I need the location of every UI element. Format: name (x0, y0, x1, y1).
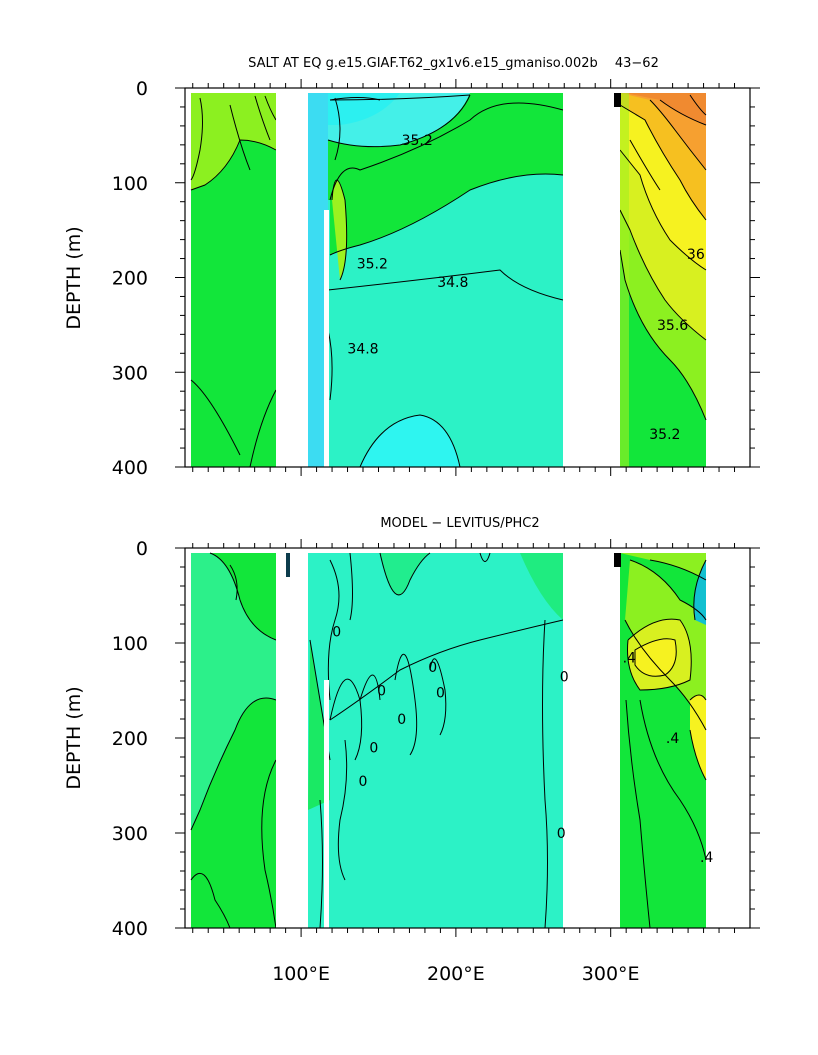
bottom-contour-label: 0 (359, 774, 368, 790)
bottom-contour-label: 0 (557, 826, 566, 842)
top-y-tick-label: 400 (112, 457, 148, 479)
top-contour-label: 35.2 (649, 427, 680, 443)
top-y-tick-label: 300 (112, 362, 148, 384)
top-y-tick-labels: 0 100 200 300 400 (112, 78, 148, 479)
bottom-y-tick-label: 400 (112, 918, 148, 940)
bottom-y-tick-label: 0 (136, 538, 148, 560)
bottom-contour-label: 0 (397, 712, 406, 728)
top-y-tick-label: 0 (136, 78, 148, 100)
bottom-x-tick-labels: 100°E 200°E 300°E (272, 963, 639, 985)
top-y-axis-label: DEPTH (m) (63, 226, 85, 329)
bottom-y-tick-label: 200 (112, 728, 148, 750)
top-contour-labels: 35.2 35.2 34.8 34.8 36 35.6 35.2 (347, 133, 704, 443)
bottom-contour-label: 0 (560, 669, 569, 685)
bottom-x-tick-label: 200°E (427, 963, 485, 985)
bottom-contour-label: 0 (369, 741, 378, 757)
bottom-contour-label: 0 (436, 685, 445, 701)
top-y-tick-label: 100 (112, 173, 148, 195)
bottom-y-tick-label: 100 (112, 633, 148, 655)
top-axis-ticks (175, 79, 760, 476)
bottom-contour-label: 0 (428, 660, 437, 676)
top-contour-label: 34.8 (347, 342, 378, 358)
top-salinity-field (191, 93, 706, 467)
bottom-y-tick-labels: 0 100 200 300 400 (112, 538, 148, 940)
top-contour-label: 35.2 (402, 133, 433, 149)
bottom-contour-lines (190, 552, 707, 928)
top-contour-label: 35.6 (657, 318, 688, 334)
bottom-y-tick-label: 300 (112, 823, 148, 845)
bottom-difference-field (191, 553, 706, 928)
bottom-x-tick-label: 300°E (582, 963, 640, 985)
top-land-mask (276, 93, 621, 467)
bottom-contour-label: 0 (377, 684, 386, 700)
bottom-x-tick-label: 100°E (272, 963, 330, 985)
bottom-axis-ticks (175, 539, 760, 937)
bottom-contour-label: .4 (623, 650, 636, 666)
bottom-title: MODEL − LEVITUS/PHC2 (380, 516, 539, 531)
top-contour-label: 35.2 (357, 256, 388, 272)
bottom-contour-label: 0 (332, 625, 341, 641)
bottom-contour-label: .4 (666, 731, 679, 747)
top-contour-label: 34.8 (437, 275, 468, 291)
top-title: SALT AT EQ g.e15.GIAF.T62_gx1v6.e15_gman… (248, 56, 672, 71)
top-contour-label: 36 (687, 247, 705, 263)
bottom-contour-label: .4 (700, 850, 713, 866)
bottom-land-mask (276, 553, 621, 928)
top-y-tick-label: 200 (112, 268, 148, 290)
bottom-panel: MODEL − LEVITUS/PHC2 (63, 516, 760, 985)
bottom-y-axis-label: DEPTH (m) (63, 686, 85, 789)
top-panel: SALT AT EQ g.e15.GIAF.T62_gx1v6.e15_gman… (63, 56, 760, 479)
